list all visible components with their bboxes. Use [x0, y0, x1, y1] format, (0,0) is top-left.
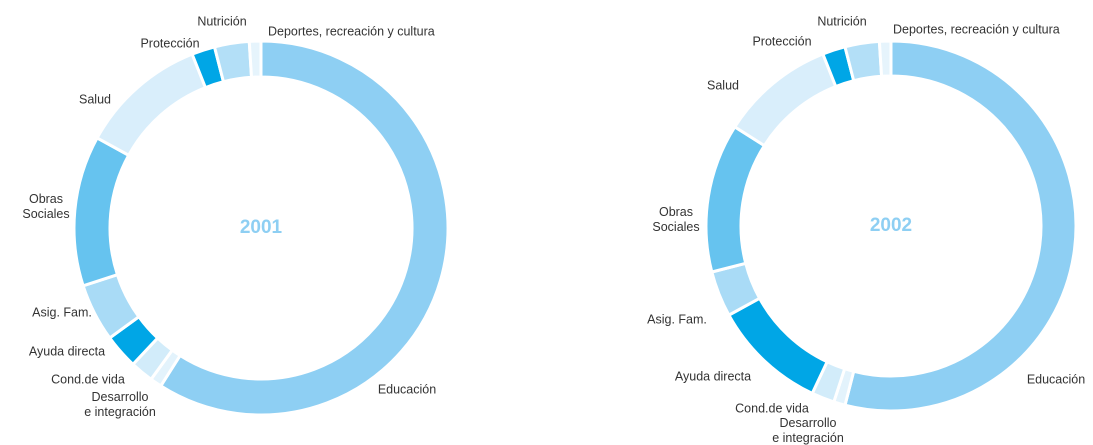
segment-label: Asig. Fam. [647, 312, 707, 326]
label-line: Desarrollo [780, 416, 837, 430]
label-line: Sociales [22, 207, 69, 221]
segment-label: Salud [707, 78, 739, 92]
label-line: e integración [84, 405, 156, 419]
segment-label: Educación [378, 382, 436, 396]
donut-segment [247, 39, 263, 79]
label-line: e integración [772, 431, 844, 445]
donut-segment [704, 124, 767, 274]
segment-label: Nutrición [197, 14, 246, 28]
segment-label: Obras Sociales [22, 192, 69, 221]
donut-segment [877, 39, 893, 78]
segment-label: Cond.de vida [51, 372, 125, 386]
chart-title: 2001 [240, 217, 283, 238]
chart-title: 2002 [870, 215, 912, 236]
label-line: Sociales [652, 220, 699, 234]
segment-label: Obras Sociales [652, 205, 699, 234]
segment-label: Cond.de vida [735, 401, 809, 415]
label-line: Desarrollo [92, 390, 149, 404]
segment-label: Ayuda directa [675, 369, 751, 383]
donut-segment [72, 135, 131, 288]
segment-label: Nutrición [817, 14, 866, 28]
segment-label: Educación [1027, 372, 1085, 386]
donut-segment [843, 39, 1078, 413]
segment-label: Asig. Fam. [32, 305, 92, 319]
donut-segment [158, 39, 450, 417]
label-line: Obras [659, 205, 693, 219]
donut-segment [732, 52, 838, 148]
segment-label: Salud [79, 92, 111, 106]
donut-segment [95, 52, 208, 158]
label-line: Obras [29, 192, 63, 206]
segment-label: Desarrollo e integración [772, 416, 844, 445]
segment-label: Deportes, recreación y cultura [268, 24, 435, 38]
segment-label: Desarrollo e integración [84, 390, 156, 419]
segment-label: Deportes, recreación y cultura [893, 22, 1060, 36]
segment-label: Protección [140, 36, 199, 50]
segment-label: Protección [752, 34, 811, 48]
segment-label: Ayuda directa [29, 344, 105, 358]
